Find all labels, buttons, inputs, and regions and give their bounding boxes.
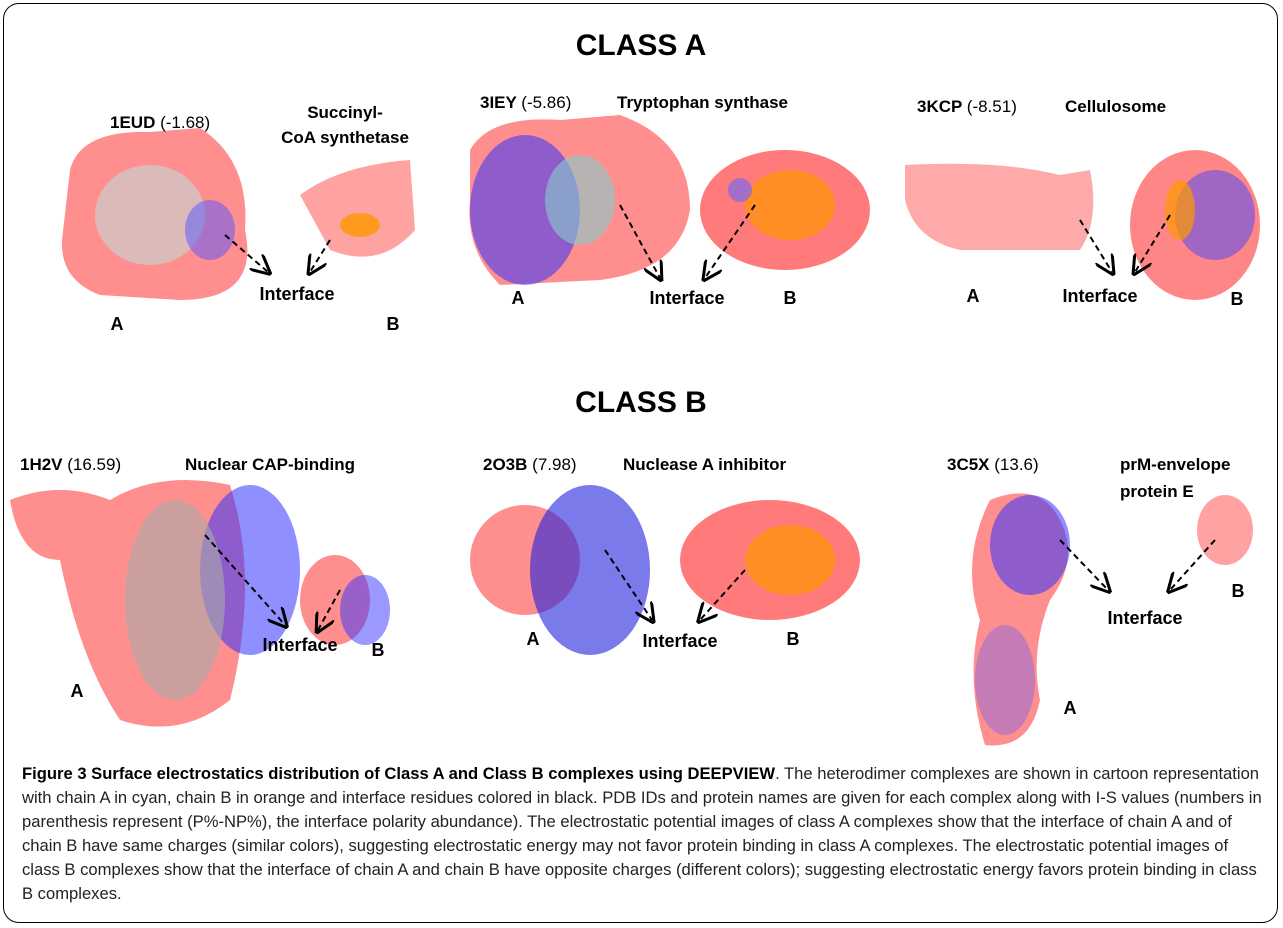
pdb-label: 1EUD (-1.68) bbox=[110, 113, 210, 132]
caption: Figure 3 Surface electrostatics distribu… bbox=[22, 762, 1266, 906]
pdb-id: 3IEY bbox=[480, 93, 518, 112]
protein-name: Succinyl- bbox=[307, 103, 383, 122]
protein-name: Nuclease A inhibitor bbox=[623, 455, 786, 474]
pdb-label: 1H2V (16.59) bbox=[20, 455, 121, 474]
chain-label: A bbox=[967, 286, 980, 306]
pdb-label: 2O3B (7.98) bbox=[483, 455, 577, 474]
caption-title: Surface electrostatics distribution of C… bbox=[91, 764, 775, 783]
interface-label: Interface bbox=[259, 284, 334, 304]
protein-name: Tryptophan synthase bbox=[617, 93, 788, 112]
interface-label: Interface bbox=[642, 631, 717, 651]
interface-label: Interface bbox=[262, 635, 337, 655]
chain-label: A bbox=[527, 629, 540, 649]
protein-name: CoA synthetase bbox=[281, 128, 409, 147]
interface-label: Interface bbox=[1107, 608, 1182, 628]
class-title: CLASS B bbox=[575, 386, 707, 419]
chain-label: B bbox=[387, 314, 400, 334]
chain-label: A bbox=[71, 681, 84, 701]
protein-name: protein E bbox=[1120, 482, 1194, 501]
caption-text: . The heterodimer complexes are shown in… bbox=[22, 764, 1262, 903]
protein-name: Nuclear CAP-binding bbox=[185, 455, 355, 474]
interface-label: Interface bbox=[1062, 286, 1137, 306]
pdb-id: 2O3B bbox=[483, 455, 527, 474]
chain-label: B bbox=[787, 629, 800, 649]
pdb-label: 3KCP (-8.51) bbox=[917, 97, 1017, 116]
pdb-id: 1H2V bbox=[20, 455, 63, 474]
pdb-label: 3C5X (13.6) bbox=[947, 455, 1039, 474]
panel: 1H2V (16.59) Nuclear CAP-binding Interfa… bbox=[10, 455, 390, 727]
chain-label: B bbox=[1232, 581, 1245, 601]
panel: 3C5X (13.6) prM-envelope protein E Inter… bbox=[947, 455, 1253, 745]
chain-label: A bbox=[1064, 698, 1077, 718]
is-value: (-8.51) bbox=[967, 97, 1017, 116]
pdb-label: 3IEY (-5.86) bbox=[480, 93, 571, 112]
pdb-id: 1EUD bbox=[110, 113, 155, 132]
chain-label: B bbox=[1231, 289, 1244, 309]
panel: 1EUD (-1.68) Succinyl- CoA synthetase In… bbox=[62, 103, 415, 334]
is-value: (-1.68) bbox=[160, 113, 210, 132]
is-value: (13.6) bbox=[994, 455, 1038, 474]
chain-label: A bbox=[512, 288, 525, 308]
chain-label: B bbox=[784, 288, 797, 308]
chain-label: A bbox=[111, 314, 124, 334]
chain-label: B bbox=[372, 640, 385, 660]
panel: 3KCP (-8.51) Cellulosome Interface A B bbox=[905, 97, 1260, 309]
is-value: (-5.86) bbox=[521, 93, 571, 112]
page: CLASS A CLASS B 1EUD (-1.68) Succinyl- C… bbox=[0, 0, 1283, 928]
figure: CLASS A CLASS B 1EUD (-1.68) Succinyl- C… bbox=[0, 0, 1283, 760]
pdb-id: 3KCP bbox=[917, 97, 962, 116]
caption-label: Figure 3 bbox=[22, 764, 87, 783]
is-value: (7.98) bbox=[532, 455, 576, 474]
class-title: CLASS A bbox=[576, 29, 707, 62]
interface-label: Interface bbox=[649, 288, 724, 308]
is-value: (16.59) bbox=[67, 455, 121, 474]
panel: 2O3B (7.98) Nuclease A inhibitor Interfa… bbox=[470, 455, 860, 655]
pdb-id: 3C5X bbox=[947, 455, 990, 474]
panel: 3IEY (-5.86) Tryptophan synthase Interfa… bbox=[469, 93, 870, 308]
protein-name: prM-envelope bbox=[1120, 455, 1231, 474]
protein-name: Cellulosome bbox=[1065, 97, 1166, 116]
